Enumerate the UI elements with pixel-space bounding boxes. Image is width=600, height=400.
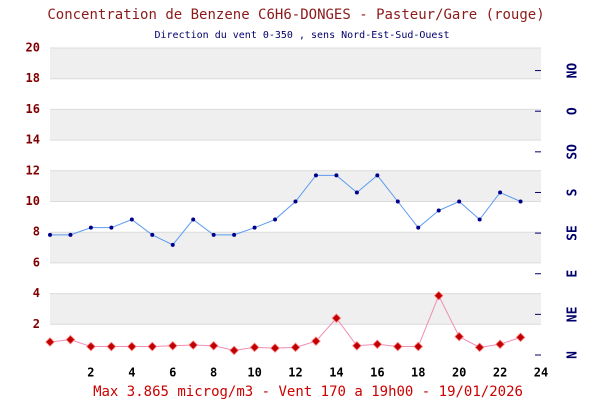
x-tick-label: 18 [411, 366, 425, 380]
point [208, 340, 219, 351]
point [167, 340, 178, 351]
point [392, 341, 403, 352]
x-tick-label: 22 [493, 366, 507, 380]
y-tick-label: 20 [26, 41, 40, 55]
grid-band [50, 232, 541, 263]
point [290, 342, 301, 353]
point [413, 341, 424, 352]
y2-tick-label: N [566, 351, 581, 359]
point [65, 334, 76, 345]
x-tick-label: 16 [370, 366, 384, 380]
point [86, 341, 96, 352]
x-tick-label: 2 [87, 366, 94, 380]
point [188, 340, 199, 350]
point [352, 340, 362, 351]
y-tick-label: 8 [33, 225, 40, 239]
point [334, 173, 339, 178]
point [474, 342, 485, 353]
point [477, 217, 482, 222]
y2-tick-label: SO [566, 144, 581, 160]
point [498, 190, 503, 195]
point [48, 232, 52, 237]
chart-subtitle: Direction du vent 0-350 , sens Nord-Est-… [154, 30, 449, 41]
point [313, 173, 318, 178]
point [191, 217, 196, 222]
x-tick-label: 10 [247, 366, 261, 380]
point [45, 337, 55, 347]
point [249, 342, 260, 353]
point [293, 199, 298, 204]
chart-title: Concentration de Benzene C6H6-DONGES - P… [47, 7, 544, 23]
point [395, 199, 400, 204]
point [457, 199, 462, 204]
point [252, 225, 257, 230]
point [211, 232, 216, 237]
x-tick-label: 8 [210, 366, 217, 380]
point [109, 225, 114, 230]
footer: Max 3.865 microg/m3 - Vent 170 a 19h00 -… [93, 384, 523, 400]
x-tick-label: 24 [534, 366, 548, 380]
point [515, 332, 526, 343]
point [170, 242, 175, 247]
y2-tick-label: O [566, 107, 581, 115]
y-tick-label: 14 [26, 133, 40, 147]
x-tick-label: 14 [329, 366, 343, 380]
grid-band [50, 48, 541, 79]
y2-tick-label: NE [566, 307, 581, 323]
x-tick-label: 4 [128, 366, 135, 380]
y2-tick-label: E [566, 270, 581, 278]
point [229, 345, 239, 356]
y2-tick-label: SE [566, 225, 581, 241]
y-tick-label: 12 [26, 163, 40, 177]
point [129, 217, 134, 222]
point [375, 173, 380, 178]
grid-band [50, 170, 541, 202]
y-tick-label: 2 [33, 317, 40, 331]
point [354, 190, 359, 195]
point [331, 313, 342, 323]
point [416, 225, 421, 230]
y-tick-label: 10 [26, 194, 40, 208]
y-tick-label: 4 [33, 286, 40, 300]
point [311, 336, 321, 346]
series-line [50, 174, 521, 246]
y-tick-label: 6 [33, 255, 40, 269]
point [147, 341, 158, 352]
x-tick-label: 12 [288, 366, 302, 380]
point [106, 341, 117, 352]
point [68, 232, 73, 237]
y2-tick-label: NO [566, 63, 581, 79]
y-tick-label: 16 [26, 102, 40, 116]
grid-band [50, 293, 541, 325]
point [88, 225, 93, 230]
x-tick-label: 20 [452, 366, 466, 380]
point [518, 199, 523, 204]
x-tick-label: 6 [169, 366, 176, 380]
y-tick-label: 18 [26, 71, 40, 85]
point [433, 290, 444, 301]
point [232, 232, 237, 237]
point [270, 343, 280, 353]
grid-band [50, 109, 541, 141]
point [127, 341, 137, 352]
point [436, 208, 441, 213]
point [273, 217, 278, 222]
point [372, 339, 383, 350]
point [454, 331, 464, 342]
point [495, 339, 505, 350]
point [150, 232, 155, 237]
y2-tick-label: S [566, 188, 581, 196]
